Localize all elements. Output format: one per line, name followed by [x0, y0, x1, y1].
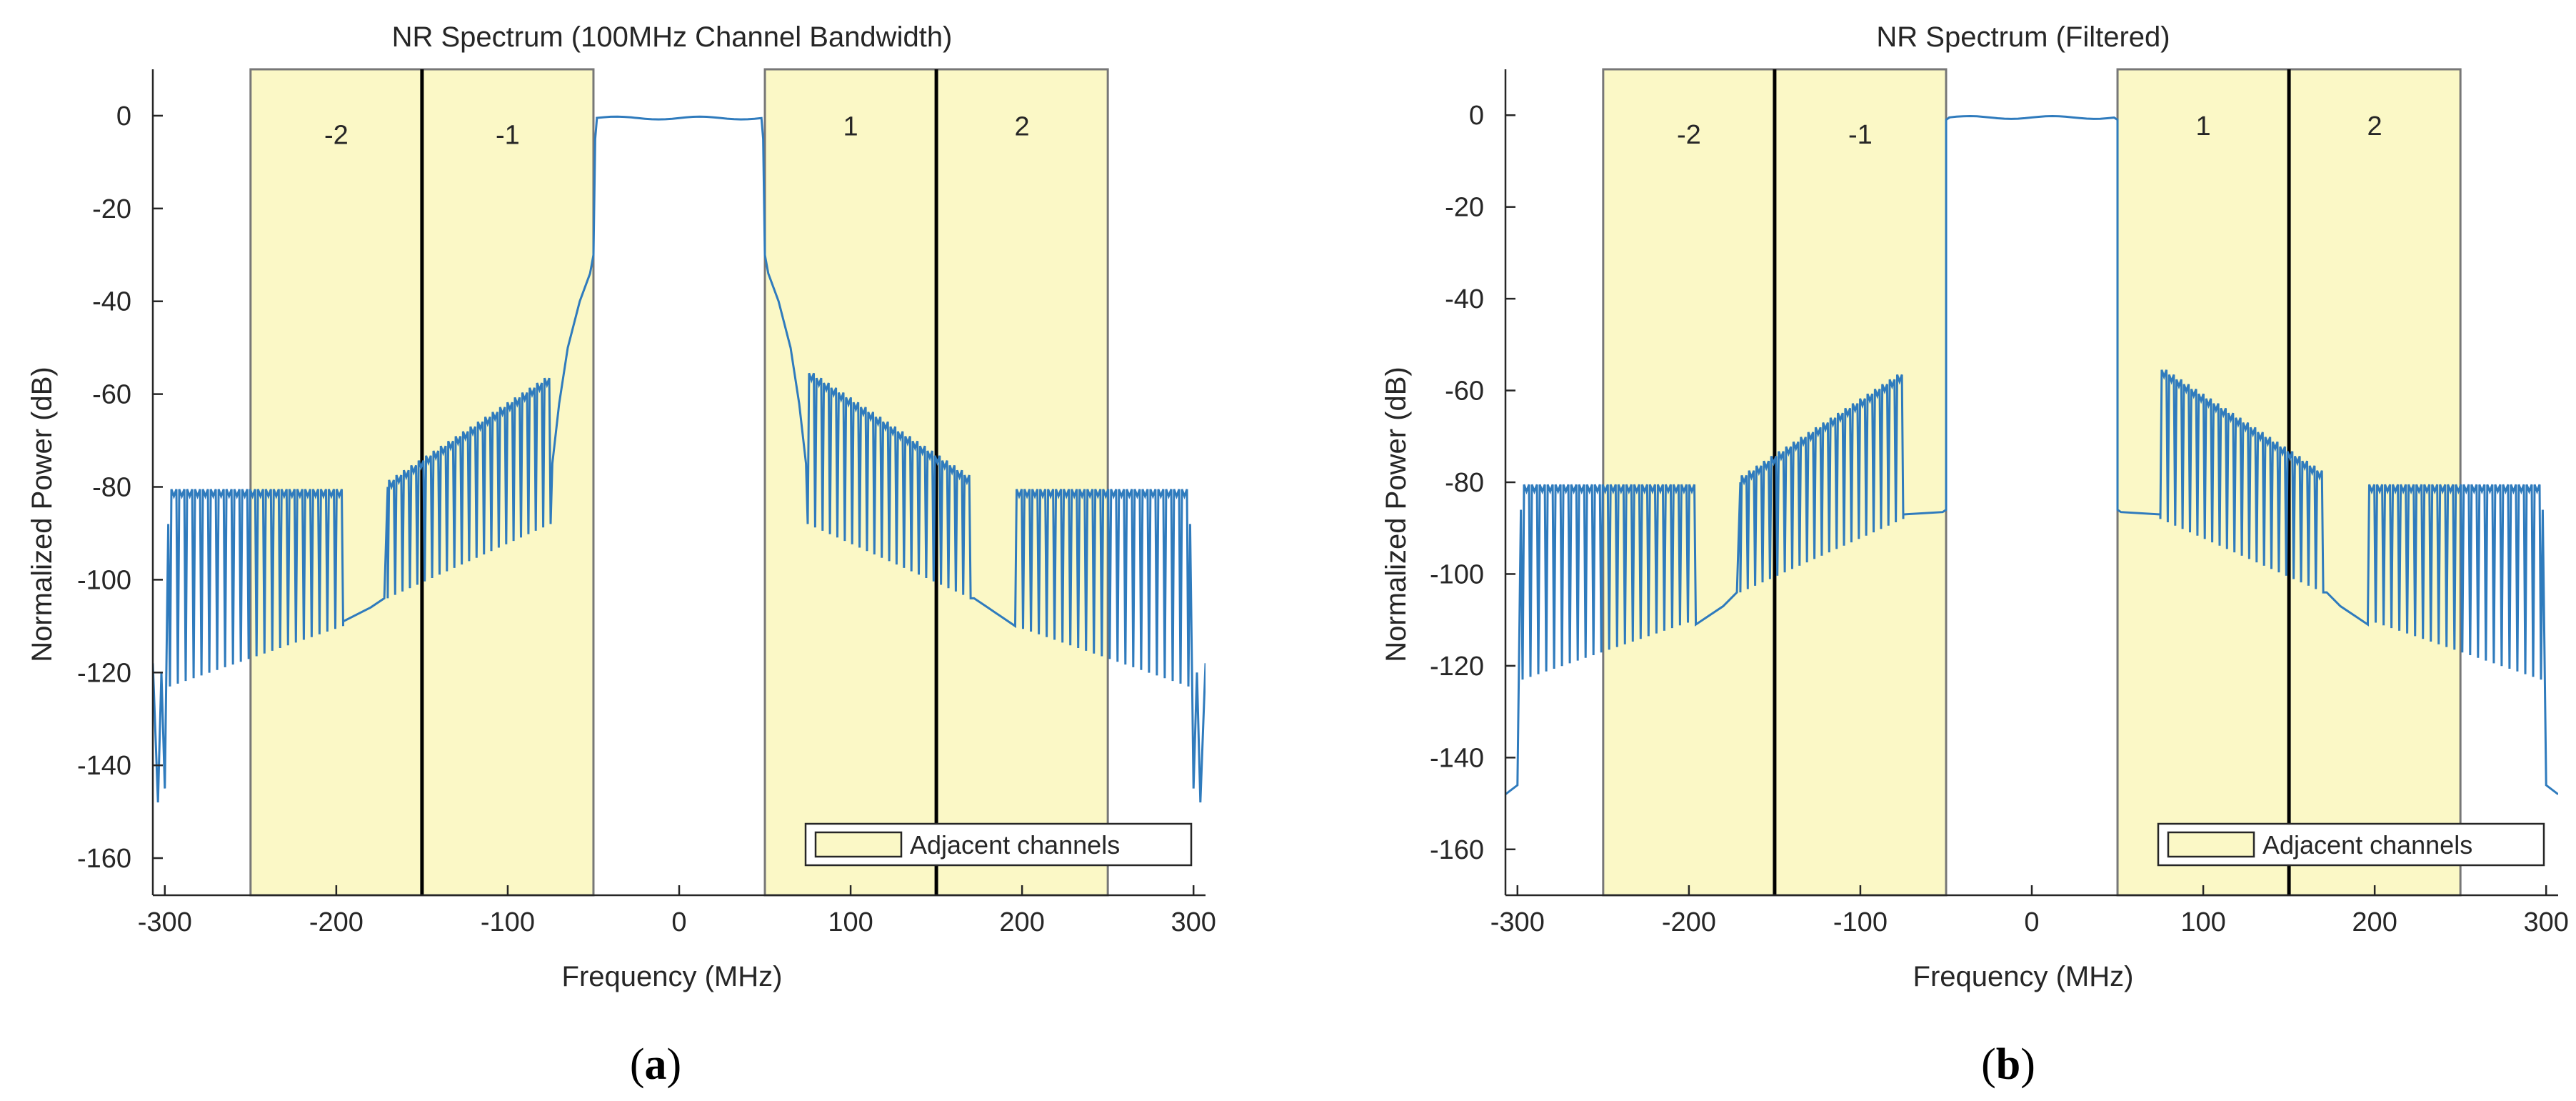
- legend-label: Adjacent channels: [910, 830, 1120, 860]
- y-tick-label: -80: [1445, 468, 1484, 498]
- caption-letter: b: [1996, 1040, 2020, 1089]
- channel-label: -1: [496, 121, 520, 151]
- y-tick-label: -80: [92, 472, 131, 502]
- y-tick-label: -160: [77, 844, 131, 874]
- plot-area: -2 -1 1 2 0 -20 -40 -60 -80 -100 -120 -140 -160 -300 -…: [1430, 68, 2569, 937]
- x-tick-label: 0: [2024, 907, 2039, 937]
- x-tick-label: 200: [999, 907, 1044, 937]
- channel-label: 1: [843, 112, 858, 142]
- plot-area: -2 -1 1 2 0 -20 -40 -60 -80 -100 -120 -140 -160 -300 -…: [77, 68, 1216, 937]
- x-tick-label: 200: [2352, 907, 2397, 937]
- legend-swatch: [814, 831, 903, 858]
- panel-caption: (b): [1981, 1040, 2035, 1089]
- caption-close: ): [2020, 1040, 2035, 1089]
- chart-title: NR Spectrum (Filtered): [1876, 21, 2170, 53]
- channel-label: -2: [324, 121, 349, 151]
- y-tick-label: 0: [116, 101, 131, 131]
- y-tick-label: -20: [92, 194, 131, 224]
- channel-label: -1: [1848, 120, 1873, 150]
- chart-panel-b: NR Spectrum (Filtered) -2 -1 1 20-20-40-60-…: [1380, 21, 2569, 1089]
- y-tick-label: 0: [1469, 101, 1484, 131]
- legend: Adjacent channels: [804, 822, 1193, 867]
- y-axis-label: Normalized Power (dB): [1380, 367, 1412, 662]
- channel-label: 2: [2367, 111, 2382, 141]
- legend: Adjacent channels: [2157, 822, 2545, 867]
- y-tick-label: -60: [1445, 377, 1484, 407]
- caption-letter: a: [645, 1040, 667, 1089]
- x-tick-label: 300: [2523, 907, 2568, 937]
- x-tick-label: 100: [2180, 907, 2225, 937]
- legend-label: Adjacent channels: [2262, 830, 2472, 860]
- x-tick-label: 100: [828, 907, 873, 937]
- y-axis-label: Normalized Power (dB): [26, 367, 58, 662]
- channel-label: 2: [1015, 112, 1030, 142]
- panel-caption: (a): [630, 1040, 681, 1089]
- spectrum-trace: [153, 115, 1206, 803]
- x-axis-label: Frequency (MHz): [1913, 961, 2134, 992]
- y-tick-label: -40: [1445, 284, 1484, 314]
- legend-box: [2157, 822, 2545, 867]
- x-tick-label: 0: [671, 907, 686, 937]
- caption-close: ): [667, 1040, 682, 1089]
- y-tick-label: -140: [1430, 743, 1484, 773]
- x-tick-label: -200: [309, 907, 364, 937]
- y-tick-label: -160: [1430, 835, 1484, 865]
- y-tick-label: -100: [77, 565, 131, 595]
- legend-swatch: [2167, 831, 2255, 858]
- x-tick-label: 300: [1171, 907, 1216, 937]
- y-tick-label: -120: [1430, 652, 1484, 682]
- x-tick-label: -100: [481, 907, 535, 937]
- y-tick-label: -100: [1430, 559, 1484, 589]
- x-axis-label: Frequency (MHz): [562, 961, 783, 992]
- y-tick-label: -40: [92, 287, 131, 317]
- caption-open: (: [630, 1040, 645, 1089]
- x-tick-label: -100: [1833, 907, 1888, 937]
- spectrum-trace: [1505, 114, 2558, 795]
- x-tick-label: -200: [1662, 907, 1716, 937]
- channel-label: -2: [1677, 120, 1701, 150]
- y-tick-label: -20: [1445, 193, 1484, 223]
- channel-label: 1: [2195, 111, 2210, 141]
- x-tick-label: -300: [138, 907, 192, 937]
- y-tick-label: -120: [77, 658, 131, 688]
- y-tick-label: -140: [77, 751, 131, 781]
- caption-open: (: [1981, 1040, 1996, 1089]
- chart-title: NR Spectrum (100MHz Channel Bandwidth): [392, 21, 953, 53]
- y-tick-label: -60: [92, 380, 131, 410]
- chart-panel-a: NR Spectrum (100MHz Channel Bandwidth) -…: [26, 21, 1216, 1089]
- x-tick-label: -300: [1490, 907, 1545, 937]
